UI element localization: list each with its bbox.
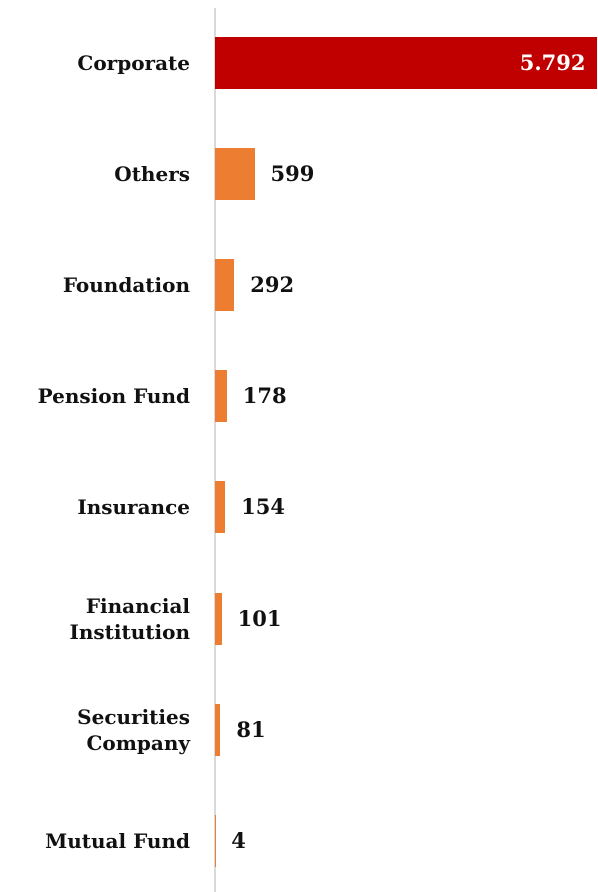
bar: [215, 370, 227, 423]
bar: [215, 592, 222, 645]
category-label: Others: [114, 162, 190, 187]
value-label: 81: [236, 716, 266, 742]
category-label: Mutual Fund: [45, 828, 190, 853]
category-label: Foundation: [62, 273, 190, 298]
bar: [215, 259, 235, 312]
value-label: 178: [242, 383, 287, 409]
bar: [215, 37, 598, 89]
category-label: Securities Company: [77, 704, 190, 755]
value-label: 154: [241, 494, 285, 520]
value-label: 599: [270, 161, 315, 187]
bar: [215, 148, 255, 201]
value-label: 292: [250, 272, 295, 298]
category-label: Pension Fund: [37, 384, 190, 409]
bar: [215, 703, 221, 756]
value-label: 101: [237, 605, 282, 631]
value-label: 5.792: [519, 50, 586, 75]
category-label: Financial Institution: [69, 593, 191, 644]
bar: [215, 481, 226, 534]
category-label: Corporate: [77, 51, 190, 75]
axis-line: [214, 8, 216, 892]
category-label: Insurance: [77, 495, 190, 520]
value-label: 4: [231, 827, 246, 853]
